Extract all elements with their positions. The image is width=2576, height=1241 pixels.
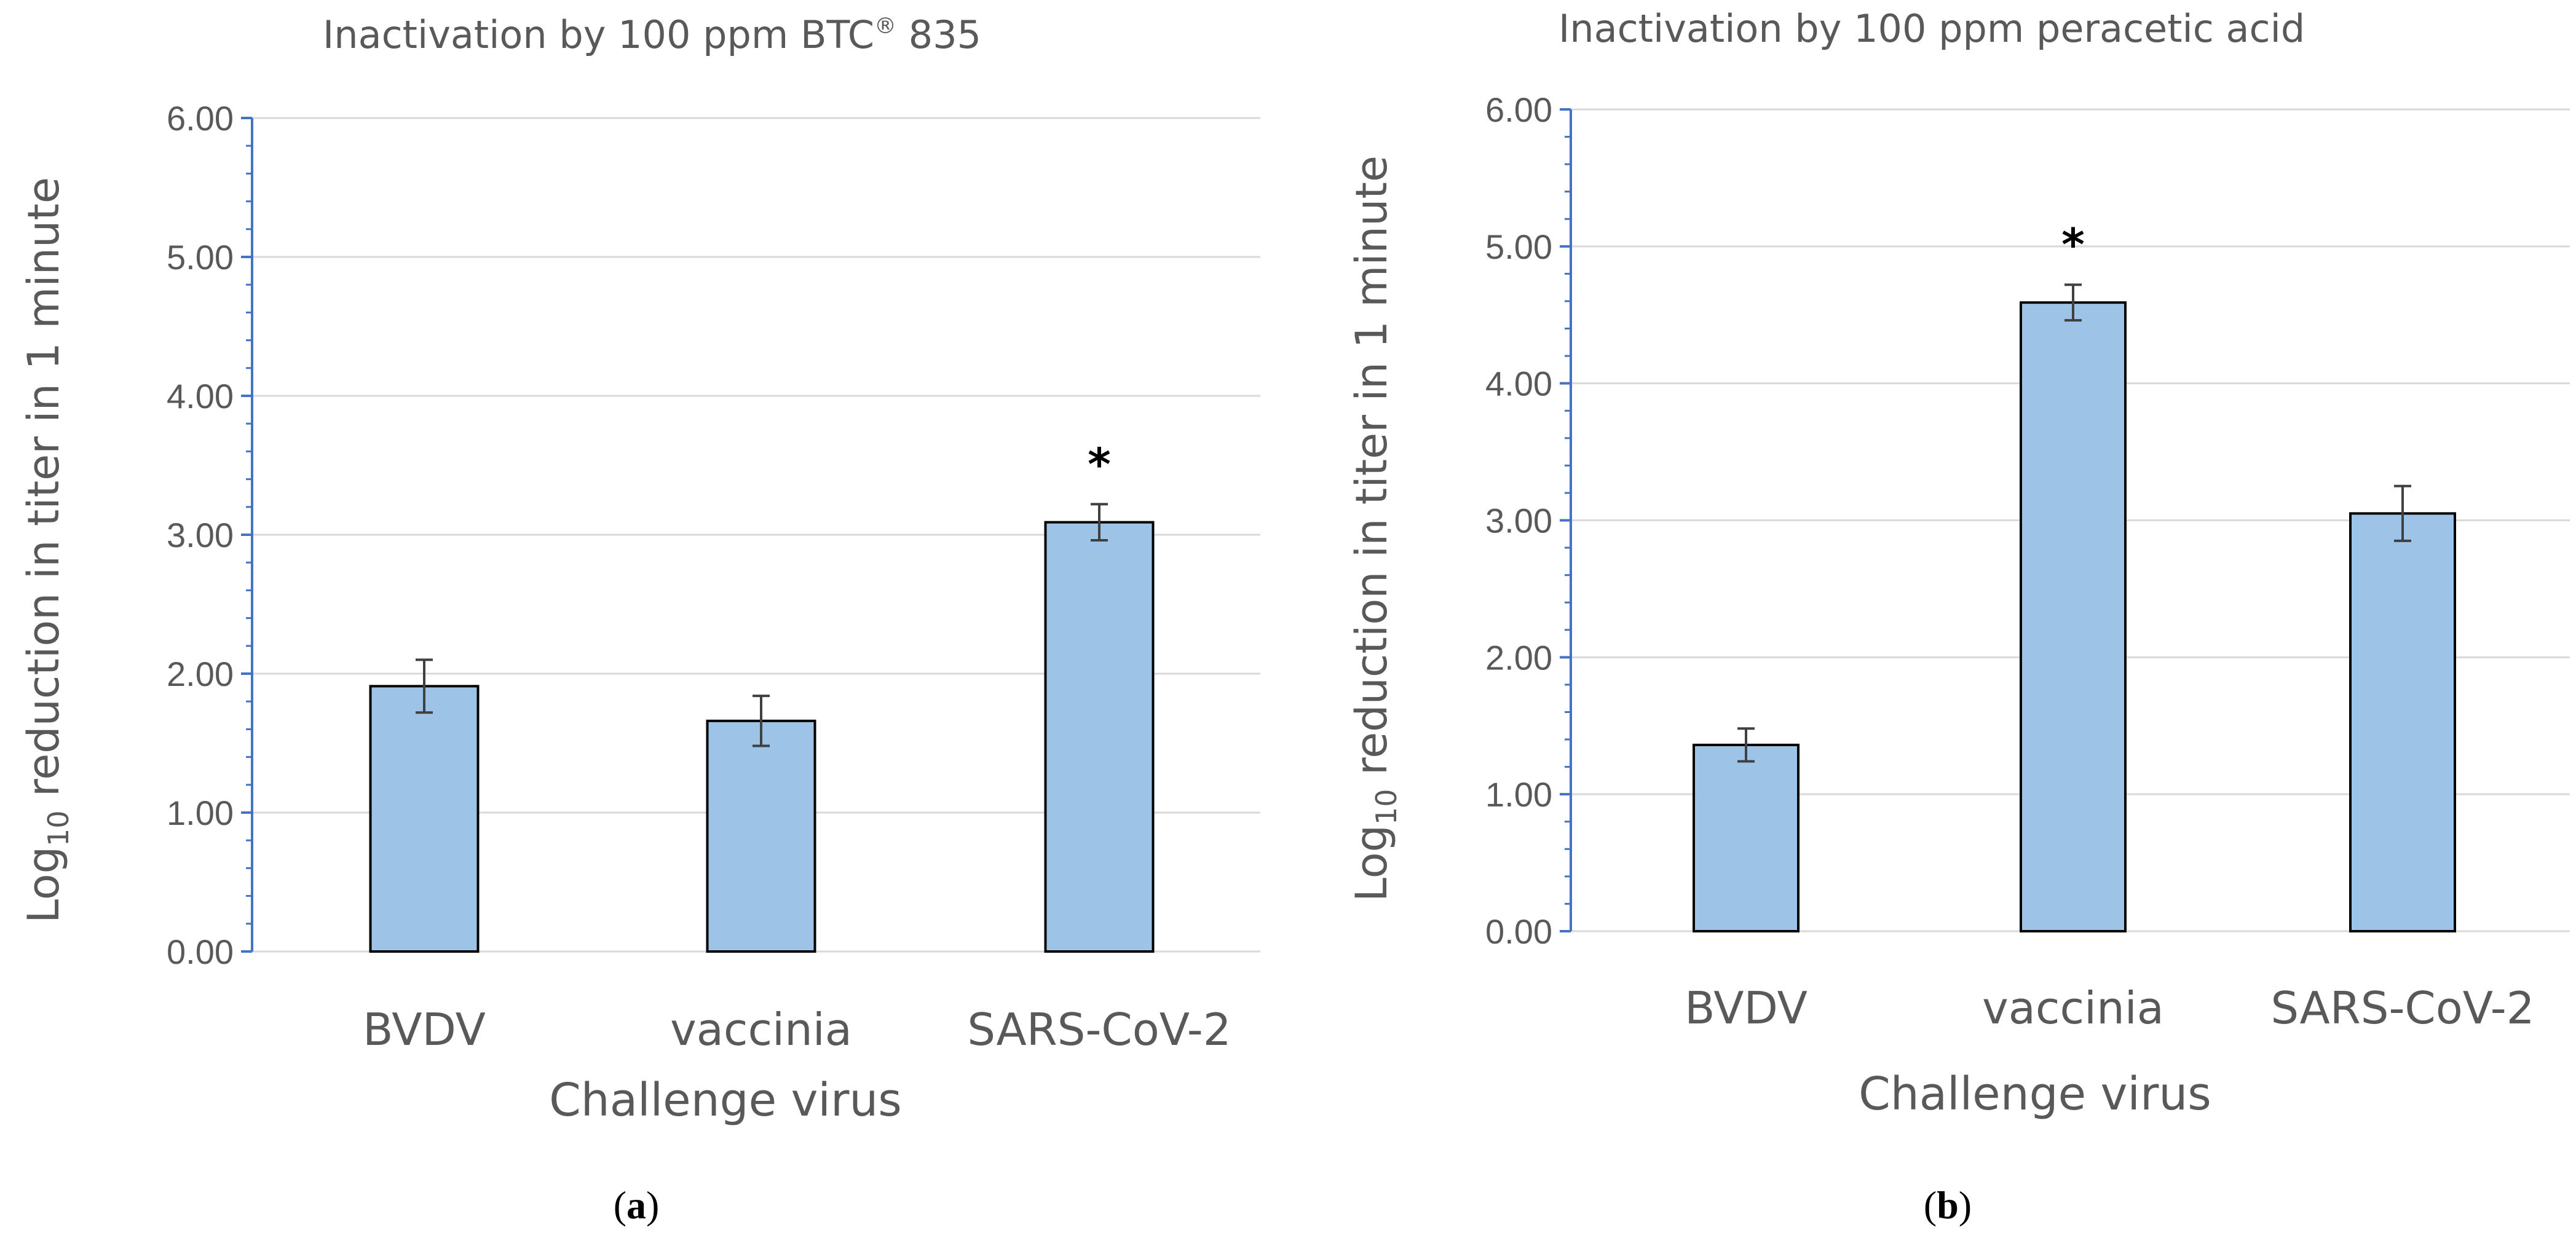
chart-a-category-labels: BVDV vaccinia SARS-CoV-2 xyxy=(363,1004,1231,1055)
chart-b-y-tick-labels: 0.00 1.00 2.00 3.00 4.00 5.00 6.00 xyxy=(1485,90,1552,951)
y-tick-label: 1.00 xyxy=(167,794,234,832)
chart-b-bars xyxy=(1693,301,2456,932)
y-tick-label: 2.00 xyxy=(1485,638,1552,677)
error-bar xyxy=(1737,727,1755,763)
y-tick-label: 6.00 xyxy=(1485,90,1552,129)
y-tick-label: 0.00 xyxy=(1485,912,1552,951)
chart-a-caption: (a) xyxy=(614,1183,660,1227)
bar-vaccinia xyxy=(2020,301,2127,932)
bar-bvdv xyxy=(1693,743,1800,932)
chart-b-caption: (b) xyxy=(1924,1183,1972,1227)
error-bar xyxy=(1091,503,1108,542)
chart-a-error-bars xyxy=(416,503,1108,747)
significance-marker: * xyxy=(2061,219,2085,270)
error-bar xyxy=(2394,484,2411,542)
y-tick-label: 2.00 xyxy=(167,655,234,693)
category-label: vaccinia xyxy=(1982,982,2164,1034)
y-tick-label: 5.00 xyxy=(1485,227,1552,266)
chart-b-error-bars xyxy=(1737,283,2411,763)
category-label: SARS-CoV-2 xyxy=(2270,982,2534,1034)
chart-b-annotations: * xyxy=(2061,219,2085,270)
chart-b-ylabel-sub: 10 xyxy=(1370,789,1403,825)
chart-b-ylabel-post: reduction in titer in 1 minute xyxy=(1346,156,1397,789)
category-label: BVDV xyxy=(1685,982,1808,1034)
y-tick-label: 4.00 xyxy=(1485,364,1552,403)
error-bar xyxy=(753,695,770,747)
significance-marker: * xyxy=(1088,438,1111,490)
chart-b-y-axis-title: Log10 reduction in titer in 1 minute xyxy=(1346,156,1403,902)
y-tick-label: 3.00 xyxy=(1485,502,1552,540)
chart-a-title-main: Inactivation by 100 ppm BTC xyxy=(323,12,874,57)
bar-bvdv xyxy=(369,685,480,953)
bar-sars-cov-2 xyxy=(1044,521,1155,953)
chart-a-title: Inactivation by 100 ppm BTC® 835 xyxy=(323,12,981,57)
category-label: vaccinia xyxy=(670,1004,852,1055)
bar-vaccinia xyxy=(706,719,816,953)
chart-a-ylabel-post: reduction in titer in 1 minute xyxy=(18,177,69,810)
error-bar xyxy=(416,658,433,714)
bar-sars-cov-2 xyxy=(2349,512,2456,932)
chart-b-title: Inactivation by 100 ppm peracetic acid xyxy=(1559,6,2305,51)
chart-a-x-axis-title: Challenge virus xyxy=(549,1074,902,1127)
error-bar xyxy=(2064,283,2082,322)
category-label: SARS-CoV-2 xyxy=(967,1004,1231,1055)
chart-a-title-sup: ® xyxy=(874,14,896,39)
chart-a: Inactivation by 100 ppm BTC® 835 0.00 1.0… xyxy=(18,12,1260,1227)
chart-a-annotations: * xyxy=(1088,438,1111,490)
y-tick-label: 5.00 xyxy=(167,238,234,277)
chart-a-y-axis-title: Log10 reduction in titer in 1 minute xyxy=(18,177,75,923)
y-tick-label: 1.00 xyxy=(1485,775,1552,814)
chart-a-title-tail: 835 xyxy=(896,12,981,57)
chart-b-caption-letter: b xyxy=(1937,1183,1959,1227)
chart-a-y-axis xyxy=(241,117,253,953)
chart-a-ylabel-sub: 10 xyxy=(42,810,75,846)
chart-a-caption-letter: a xyxy=(626,1183,646,1227)
chart-a-ylabel-pre: Log xyxy=(18,846,69,923)
chart-b-ylabel-pre: Log xyxy=(1346,825,1397,902)
chart-b-title-main: Inactivation by 100 ppm peracetic acid xyxy=(1559,6,2305,51)
y-tick-label: 0.00 xyxy=(167,932,234,971)
y-tick-label: 4.00 xyxy=(167,377,234,416)
chart-b-y-axis xyxy=(1560,108,1572,932)
chart-a-bars xyxy=(369,521,1155,953)
y-tick-label: 6.00 xyxy=(167,99,234,138)
category-label: BVDV xyxy=(363,1004,486,1055)
chart-a-y-tick-labels: 0.00 1.00 2.00 3.00 4.00 5.00 6.00 xyxy=(167,99,234,971)
chart-b: Inactivation by 100 ppm peracetic acid 0… xyxy=(1346,6,2570,1227)
chart-b-x-axis-title: Challenge virus xyxy=(1859,1068,2211,1121)
y-tick-label: 3.00 xyxy=(167,516,234,554)
chart-b-category-labels: BVDV vaccinia SARS-CoV-2 xyxy=(1685,982,2535,1034)
